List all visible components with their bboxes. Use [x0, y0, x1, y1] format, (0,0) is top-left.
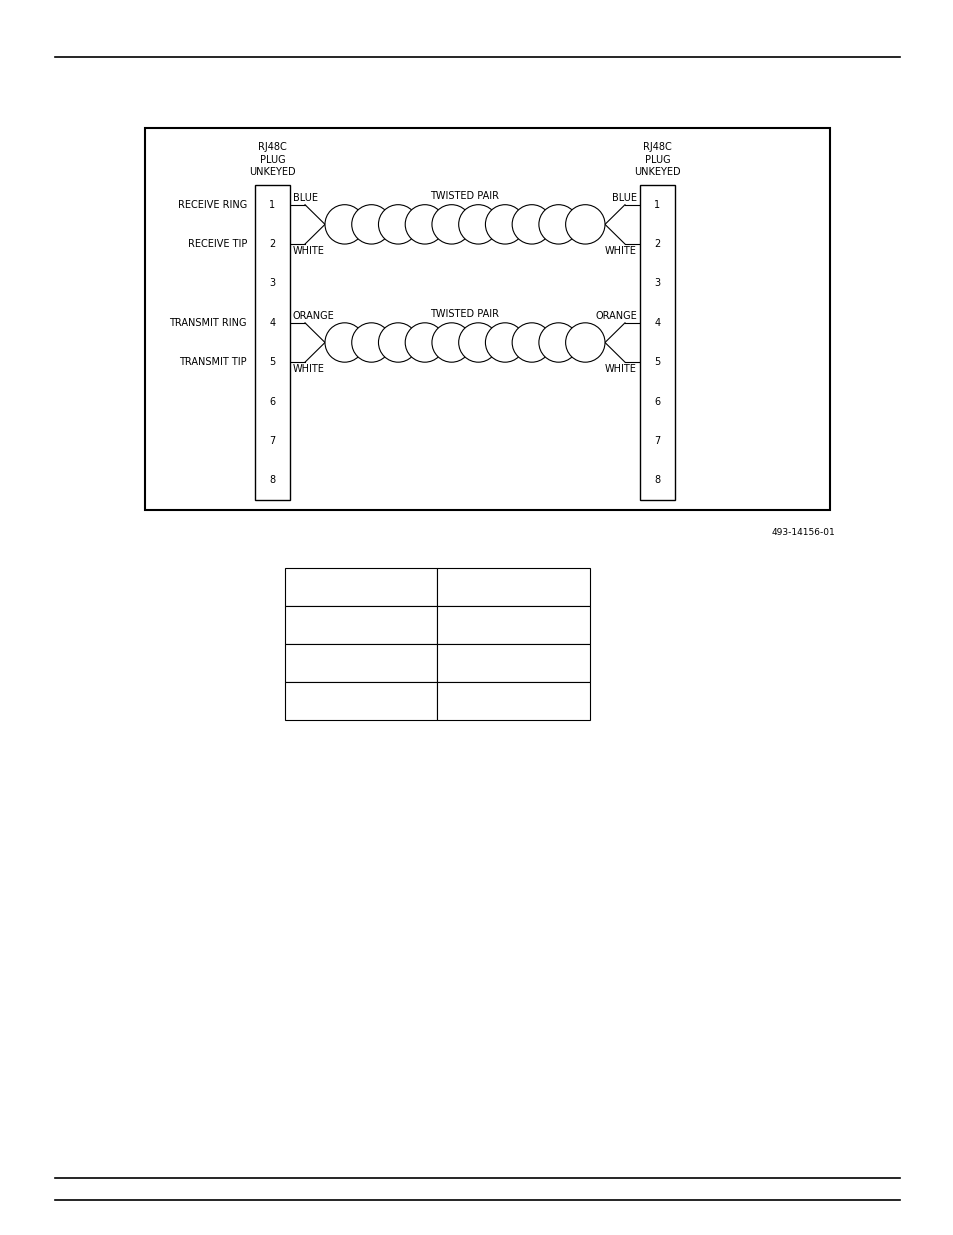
Circle shape	[512, 205, 551, 245]
Circle shape	[352, 322, 391, 362]
Circle shape	[485, 322, 524, 362]
Bar	[145, 128, 829, 510]
Bar	[254, 185, 290, 500]
Text: 2: 2	[654, 240, 659, 249]
Text: 8: 8	[269, 475, 275, 485]
Circle shape	[432, 322, 471, 362]
Text: WHITE: WHITE	[293, 364, 325, 374]
Text: 3: 3	[654, 278, 659, 289]
Circle shape	[538, 205, 578, 245]
Bar	[437, 606, 589, 643]
Text: RECEIVE TIP: RECEIVE TIP	[188, 240, 247, 249]
Text: 7: 7	[654, 436, 659, 446]
Bar	[639, 185, 675, 500]
Circle shape	[405, 322, 444, 362]
Bar	[437, 682, 589, 720]
Bar	[437, 568, 589, 606]
Circle shape	[378, 322, 417, 362]
Text: 1: 1	[654, 200, 659, 210]
Text: TWISTED PAIR: TWISTED PAIR	[430, 309, 499, 319]
Circle shape	[432, 205, 471, 245]
Text: RJ48C
PLUG
UNKEYED: RJ48C PLUG UNKEYED	[249, 142, 295, 177]
Circle shape	[325, 322, 364, 362]
Circle shape	[405, 205, 444, 245]
Text: ORANGE: ORANGE	[595, 311, 637, 321]
Text: TRANSMIT RING: TRANSMIT RING	[170, 317, 247, 327]
Text: RECEIVE RING: RECEIVE RING	[177, 200, 247, 210]
Circle shape	[538, 322, 578, 362]
Bar	[285, 606, 437, 643]
Text: WHITE: WHITE	[604, 364, 637, 374]
Text: 3: 3	[269, 278, 275, 289]
Text: WHITE: WHITE	[293, 246, 325, 256]
Circle shape	[458, 205, 497, 245]
Circle shape	[565, 322, 604, 362]
Text: 1: 1	[269, 200, 275, 210]
Circle shape	[325, 205, 364, 245]
Text: BLUE: BLUE	[293, 193, 317, 203]
Circle shape	[485, 205, 524, 245]
Text: 7: 7	[269, 436, 275, 446]
Circle shape	[352, 205, 391, 245]
Text: 493-14156-01: 493-14156-01	[770, 529, 834, 537]
Text: 6: 6	[269, 396, 275, 406]
Circle shape	[378, 205, 417, 245]
Bar	[285, 682, 437, 720]
Text: 4: 4	[654, 317, 659, 327]
Bar	[285, 643, 437, 682]
Bar	[437, 643, 589, 682]
Circle shape	[458, 322, 497, 362]
Circle shape	[565, 205, 604, 245]
Text: WHITE: WHITE	[604, 246, 637, 256]
Text: 4: 4	[269, 317, 275, 327]
Bar	[285, 568, 437, 606]
Text: 2: 2	[269, 240, 275, 249]
Text: 5: 5	[654, 357, 659, 367]
Text: TRANSMIT TIP: TRANSMIT TIP	[179, 357, 247, 367]
Text: 5: 5	[269, 357, 275, 367]
Text: BLUE: BLUE	[612, 193, 637, 203]
Text: 6: 6	[654, 396, 659, 406]
Text: RJ48C
PLUG
UNKEYED: RJ48C PLUG UNKEYED	[634, 142, 680, 177]
Text: TWISTED PAIR: TWISTED PAIR	[430, 190, 499, 201]
Text: ORANGE: ORANGE	[293, 311, 335, 321]
Circle shape	[512, 322, 551, 362]
Text: 8: 8	[654, 475, 659, 485]
